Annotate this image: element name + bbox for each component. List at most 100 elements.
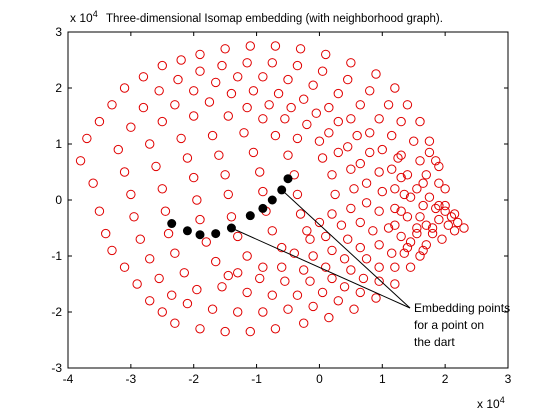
red-point	[280, 114, 290, 124]
red-point	[226, 88, 237, 99]
red-point	[119, 167, 130, 177]
red-point	[299, 265, 309, 275]
red-point	[355, 242, 365, 253]
red-point	[167, 290, 177, 300]
x-tick-label: -3	[126, 372, 137, 386]
annotation-line	[281, 189, 411, 309]
annotation-group: Embedding points for a point on the dart	[231, 189, 510, 349]
red-point	[327, 209, 337, 219]
red-point	[374, 167, 384, 177]
red-point	[283, 150, 293, 160]
y-axis-exponent: x 104	[70, 9, 98, 25]
red-point	[126, 189, 136, 200]
red-point	[321, 262, 331, 272]
x-tick-label: -2	[188, 372, 199, 386]
red-point	[437, 234, 447, 244]
red-point	[119, 83, 130, 93]
x-tick-label: 2	[442, 372, 449, 386]
red-point	[321, 231, 331, 242]
red-point	[195, 66, 205, 76]
red-point	[173, 74, 183, 85]
red-point	[176, 133, 186, 144]
red-point	[333, 296, 343, 306]
red-point	[299, 318, 309, 328]
red-point	[421, 170, 431, 180]
red-point	[160, 206, 171, 216]
red-point	[361, 254, 372, 264]
red-point	[418, 200, 428, 211]
red-point	[295, 209, 306, 219]
red-point	[211, 77, 221, 88]
red-point	[321, 49, 331, 60]
red-point	[343, 74, 353, 85]
red-point	[283, 304, 293, 314]
red-point	[302, 119, 312, 130]
y-tick-label: 2	[55, 81, 62, 95]
red-point	[201, 237, 211, 247]
red-point	[258, 262, 268, 272]
red-point	[292, 60, 303, 71]
red-point	[145, 254, 155, 264]
red-point	[314, 217, 325, 228]
red-point	[449, 209, 460, 219]
red-point	[132, 279, 142, 289]
red-point	[453, 217, 463, 228]
red-point	[424, 147, 435, 158]
red-point	[242, 58, 252, 68]
red-point	[387, 248, 397, 258]
red-point	[157, 60, 167, 71]
red-point	[405, 237, 416, 247]
y-tick-label: -2	[51, 305, 62, 319]
x-axis-exponent: x 104	[477, 395, 505, 411]
red-point	[154, 86, 164, 96]
red-point	[440, 206, 450, 216]
red-point	[327, 170, 337, 180]
annotation-text: for a point on	[414, 318, 484, 332]
red-point	[277, 242, 287, 253]
red-point	[107, 100, 117, 110]
red-point	[421, 220, 431, 230]
red-point	[324, 102, 334, 113]
red-point	[393, 153, 403, 163]
red-point	[308, 251, 318, 261]
black-point	[283, 174, 293, 184]
red-point	[176, 55, 186, 65]
red-point	[355, 287, 365, 298]
red-point	[292, 290, 303, 300]
red-point	[163, 228, 174, 239]
red-point	[333, 147, 343, 158]
red-point	[94, 206, 105, 216]
red-point	[346, 203, 356, 214]
red-point	[330, 189, 340, 200]
red-point	[267, 58, 277, 68]
red-point	[399, 248, 409, 258]
black-point	[167, 219, 177, 229]
red-point	[355, 158, 365, 169]
red-point	[138, 72, 149, 82]
red-point	[295, 44, 306, 54]
red-point	[308, 301, 318, 312]
red-point	[255, 273, 265, 284]
red-point	[317, 287, 328, 298]
red-point	[283, 74, 293, 85]
red-point	[192, 195, 202, 205]
annotation-line	[231, 227, 411, 309]
red-point	[182, 298, 193, 309]
red-point	[154, 273, 164, 284]
red-point	[157, 307, 167, 317]
red-point	[383, 223, 394, 233]
red-point	[220, 326, 230, 337]
red-point	[412, 228, 422, 239]
black-point	[211, 229, 221, 239]
red-point	[189, 111, 199, 121]
red-point	[390, 262, 400, 272]
red-point	[336, 220, 347, 230]
red-point	[233, 268, 243, 278]
red-point	[255, 167, 265, 177]
y-tick-label: -1	[51, 249, 62, 263]
red-point	[233, 307, 243, 317]
red-point	[390, 203, 400, 214]
red-point	[446, 212, 457, 222]
